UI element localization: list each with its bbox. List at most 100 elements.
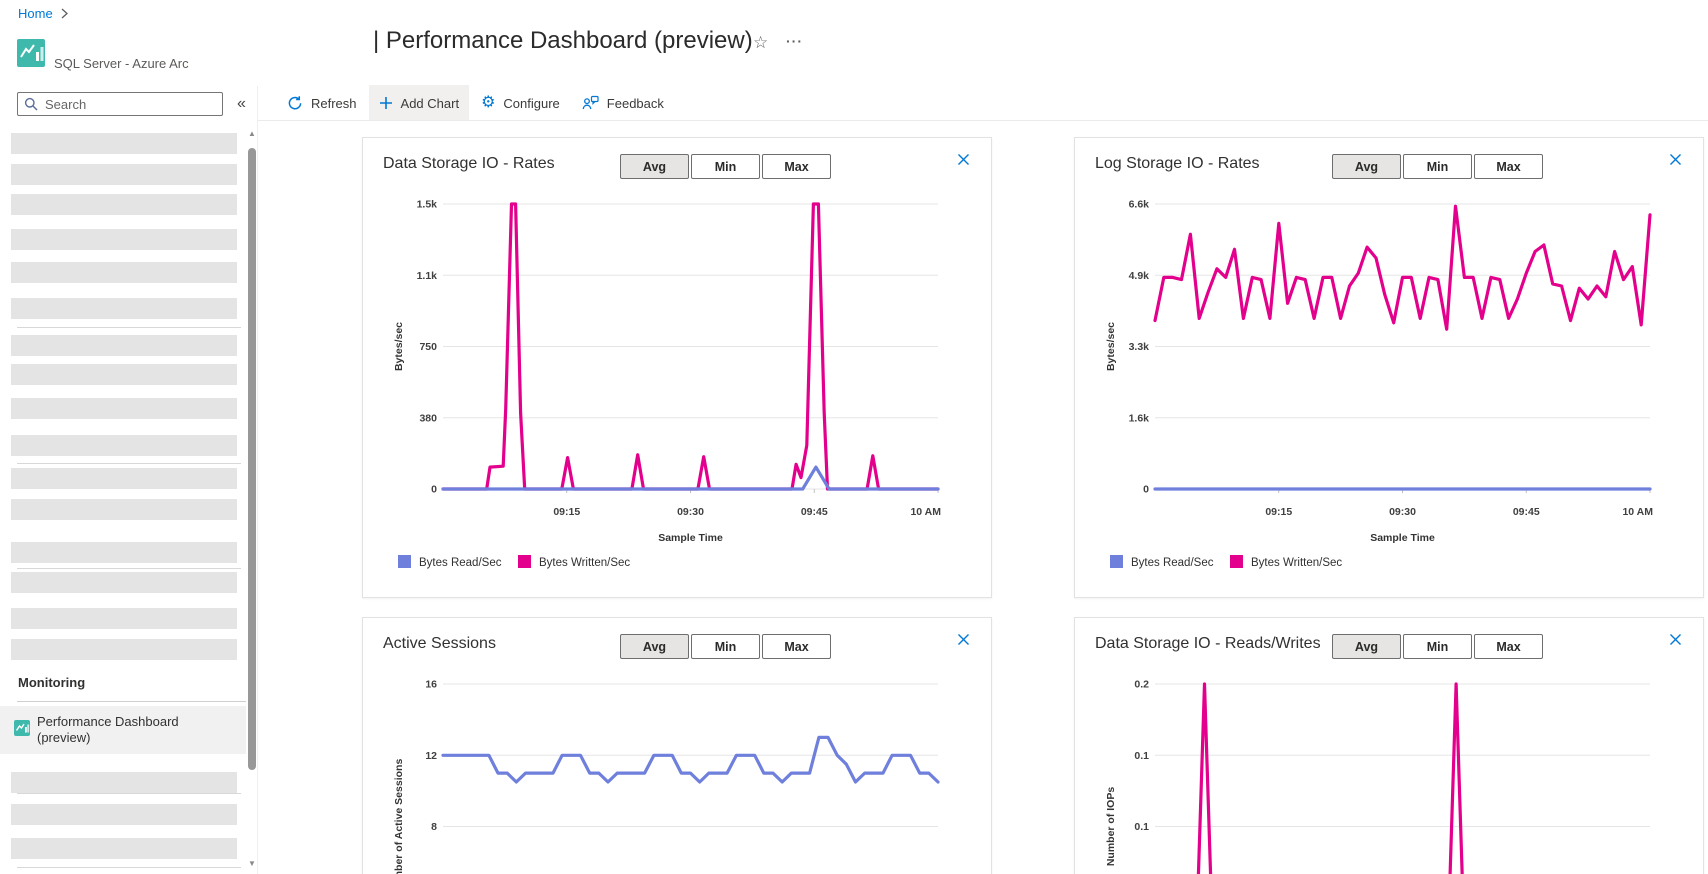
agg-button-min[interactable]: Min bbox=[1403, 634, 1472, 659]
skeleton-placeholder bbox=[11, 772, 237, 793]
agg-button-max[interactable]: Max bbox=[1474, 154, 1543, 179]
skeleton-placeholder bbox=[11, 298, 237, 319]
chart-svg: 1.5k 1.1k 750 380 0 Bytes/sec 09:15 09:30 09:45 1… bbox=[393, 199, 941, 570]
x-axis-tick-label: 10 AM bbox=[1622, 506, 1653, 518]
x-axis-tick-label: 09:30 bbox=[1389, 506, 1416, 518]
page-title: | Performance Dashboard (preview) bbox=[373, 27, 753, 54]
sidebar-search-row: « bbox=[17, 92, 255, 116]
skeleton-placeholder bbox=[11, 804, 237, 825]
aggregation-toggle: Avg Min Max bbox=[1332, 634, 1543, 659]
close-chart-icon[interactable] bbox=[953, 151, 973, 171]
configure-label: Configure bbox=[503, 95, 560, 111]
y-axis-tick-label: 6.6k bbox=[1129, 199, 1150, 211]
y-axis-tick-label: 0 bbox=[431, 484, 437, 496]
gear-icon: ⚙ bbox=[481, 94, 496, 111]
series-line bbox=[1153, 204, 1652, 331]
favorite-star-icon[interactable]: ☆ bbox=[753, 33, 769, 52]
sidebar-divider bbox=[17, 463, 241, 464]
y-axis-tick-label: 1.6k bbox=[1129, 412, 1150, 424]
y-axis-title: Number of Active Sessions bbox=[393, 759, 405, 874]
scrollbar-down-icon[interactable]: ▼ bbox=[248, 859, 256, 868]
skeleton-placeholder bbox=[11, 572, 237, 593]
x-axis-tick-label: 09:15 bbox=[553, 506, 580, 518]
x-axis-tick-label: 09:15 bbox=[1265, 506, 1292, 518]
refresh-icon bbox=[288, 96, 302, 110]
sidebar-collapse-button[interactable]: « bbox=[237, 95, 246, 112]
close-chart-icon[interactable] bbox=[1665, 151, 1685, 171]
more-options-icon[interactable]: ··· bbox=[786, 33, 803, 49]
skeleton-placeholder bbox=[11, 335, 237, 356]
sidebar-item-performance-dashboard[interactable]: Performance Dashboard (preview) bbox=[0, 706, 246, 754]
skeleton-placeholder bbox=[11, 435, 237, 456]
legend-label: Bytes Written/Sec bbox=[539, 557, 630, 569]
skeleton-placeholder bbox=[11, 608, 237, 629]
close-chart-icon[interactable] bbox=[1665, 631, 1685, 651]
y-axis-tick-label: 0.2 bbox=[1134, 679, 1149, 691]
breadcrumb-home-link[interactable]: Home bbox=[18, 6, 53, 21]
agg-button-avg[interactable]: Avg bbox=[1332, 634, 1401, 659]
legend-swatch bbox=[518, 555, 531, 568]
app-header: SQL Server - Azure Arc bbox=[17, 39, 189, 72]
skeleton-placeholder bbox=[11, 164, 237, 185]
y-axis-tick-label: 0.1 bbox=[1134, 821, 1149, 833]
agg-button-min[interactable]: Min bbox=[691, 634, 760, 659]
skeleton-placeholder bbox=[11, 194, 237, 215]
chart-card-log-storage-rates: Log Storage IO - Rates Avg Min Max 6.6k 4.9… bbox=[1074, 137, 1704, 598]
x-axis-tick-label: 09:45 bbox=[801, 506, 828, 518]
sidebar-divider bbox=[17, 568, 241, 569]
add-chart-label: Add Chart bbox=[400, 95, 460, 111]
close-chart-icon[interactable] bbox=[953, 631, 973, 651]
skeleton-placeholder bbox=[11, 398, 237, 419]
plus-icon bbox=[379, 97, 392, 109]
search-input[interactable] bbox=[43, 95, 222, 113]
sidebar-item-label: Performance Dashboard (preview) bbox=[37, 714, 179, 745]
agg-button-avg[interactable]: Avg bbox=[1332, 154, 1401, 179]
legend-swatch bbox=[398, 555, 411, 568]
agg-button-min[interactable]: Min bbox=[691, 154, 760, 179]
y-axis-tick-label: 12 bbox=[425, 750, 437, 762]
series-line bbox=[441, 465, 940, 491]
configure-button[interactable]: ⚙ Configure bbox=[471, 85, 570, 121]
aggregation-toggle: Avg Min Max bbox=[1332, 154, 1543, 179]
add-chart-button[interactable]: Add Chart bbox=[368, 85, 470, 121]
chart-svg: 1612840Number of Active Sessions09:1509:… bbox=[393, 679, 940, 874]
skeleton-placeholder bbox=[11, 229, 237, 250]
agg-button-avg[interactable]: Avg bbox=[620, 634, 689, 659]
agg-button-max[interactable]: Max bbox=[762, 154, 831, 179]
y-axis-title: Bytes/sec bbox=[1105, 322, 1117, 371]
chart-plot: 1612840Number of Active Sessions09:1509:… bbox=[363, 618, 991, 874]
chart-title: Data Storage IO - Rates bbox=[383, 155, 555, 172]
feedback-button[interactable]: Feedback bbox=[572, 85, 674, 121]
search-box[interactable] bbox=[17, 92, 223, 116]
agg-button-min[interactable]: Min bbox=[1403, 154, 1472, 179]
y-axis-title: Bytes/sec bbox=[393, 322, 405, 371]
aggregation-toggle: Avg Min Max bbox=[620, 634, 831, 659]
x-axis-tick-label: 09:30 bbox=[677, 506, 704, 518]
agg-button-avg[interactable]: Avg bbox=[620, 154, 689, 179]
scrollbar-thumb[interactable] bbox=[248, 148, 256, 770]
y-axis-tick-label: 3.3k bbox=[1129, 341, 1150, 353]
y-axis-tick-label: 750 bbox=[419, 341, 437, 353]
x-axis-title: Sample Time bbox=[1370, 532, 1435, 544]
feedback-label: Feedback bbox=[606, 95, 664, 111]
chart-title: Log Storage IO - Rates bbox=[1095, 155, 1260, 172]
legend-label: Bytes Written/Sec bbox=[1251, 557, 1342, 569]
agg-button-max[interactable]: Max bbox=[1474, 634, 1543, 659]
sidebar-section-monitoring: Monitoring bbox=[18, 675, 86, 690]
series-line bbox=[441, 735, 940, 784]
chart-plot: 6.6k 4.9k 3.3k 1.6k 0 Bytes/sec 09:15 09:30 09:4… bbox=[1075, 138, 1703, 597]
scrollbar-up-icon[interactable]: ▲ bbox=[248, 129, 256, 138]
y-axis-tick-label: 1.5k bbox=[417, 199, 438, 211]
skeleton-placeholder bbox=[11, 468, 237, 489]
app-name: SQL Server - Azure Arc bbox=[54, 56, 189, 71]
y-axis-tick-label: 380 bbox=[419, 412, 437, 424]
chart-card-data-storage-reads-writes: Data Storage IO - Reads/Writes Avg Min Max… bbox=[1074, 617, 1704, 874]
toolbar-divider bbox=[258, 120, 1708, 121]
sidebar-divider bbox=[17, 867, 241, 868]
y-axis-tick-label: 0 bbox=[1143, 484, 1149, 496]
chart-title: Active Sessions bbox=[383, 635, 496, 652]
skeleton-placeholder bbox=[11, 133, 237, 154]
refresh-button[interactable]: Refresh bbox=[277, 85, 367, 121]
agg-button-max[interactable]: Max bbox=[762, 634, 831, 659]
